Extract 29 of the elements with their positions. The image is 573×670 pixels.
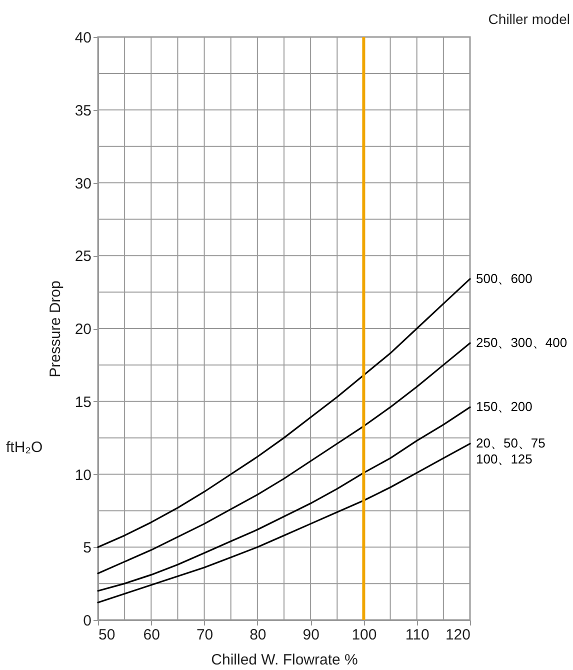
y-tick-label: 5	[83, 540, 92, 557]
y-tick-label: 25	[74, 248, 92, 266]
series-label: 500、600	[476, 270, 532, 286]
series-label: 150、200	[476, 399, 532, 414]
line-series	[97, 406, 471, 592]
y-tick-label: 35	[74, 102, 92, 120]
x-tick-label: 80	[250, 626, 266, 644]
x-tick-label: 120	[445, 626, 470, 644]
text: ftH₂O	[6, 439, 43, 456]
series-label: 20、50、75 100、125	[476, 436, 546, 467]
x-tick-label: 110	[405, 626, 430, 644]
x-tick-label: 100	[352, 626, 377, 644]
y-tick-label: 20	[74, 321, 92, 338]
x-axis-title: Chilled W. Flowrate %	[211, 652, 358, 668]
legend-title: Chiller model	[488, 11, 570, 27]
y-tick-label: 30	[74, 175, 92, 192]
y-tick-label: 0	[83, 612, 92, 630]
line-series	[97, 278, 471, 548]
y-tick-label: 10	[74, 466, 92, 484]
y-axis-title: Pressure Drop	[46, 280, 64, 378]
x-tick-label: 60	[143, 626, 160, 644]
line-series	[97, 342, 471, 574]
x-tick-label: 50	[98, 626, 116, 644]
x-tick-label: 70	[196, 626, 214, 644]
x-tick-label: 90	[302, 626, 320, 644]
line-series	[97, 442, 471, 604]
series-label: 250、300、400	[476, 335, 568, 350]
y-tick-label: 40	[74, 30, 92, 46]
y-tick-label: 15	[74, 394, 92, 411]
